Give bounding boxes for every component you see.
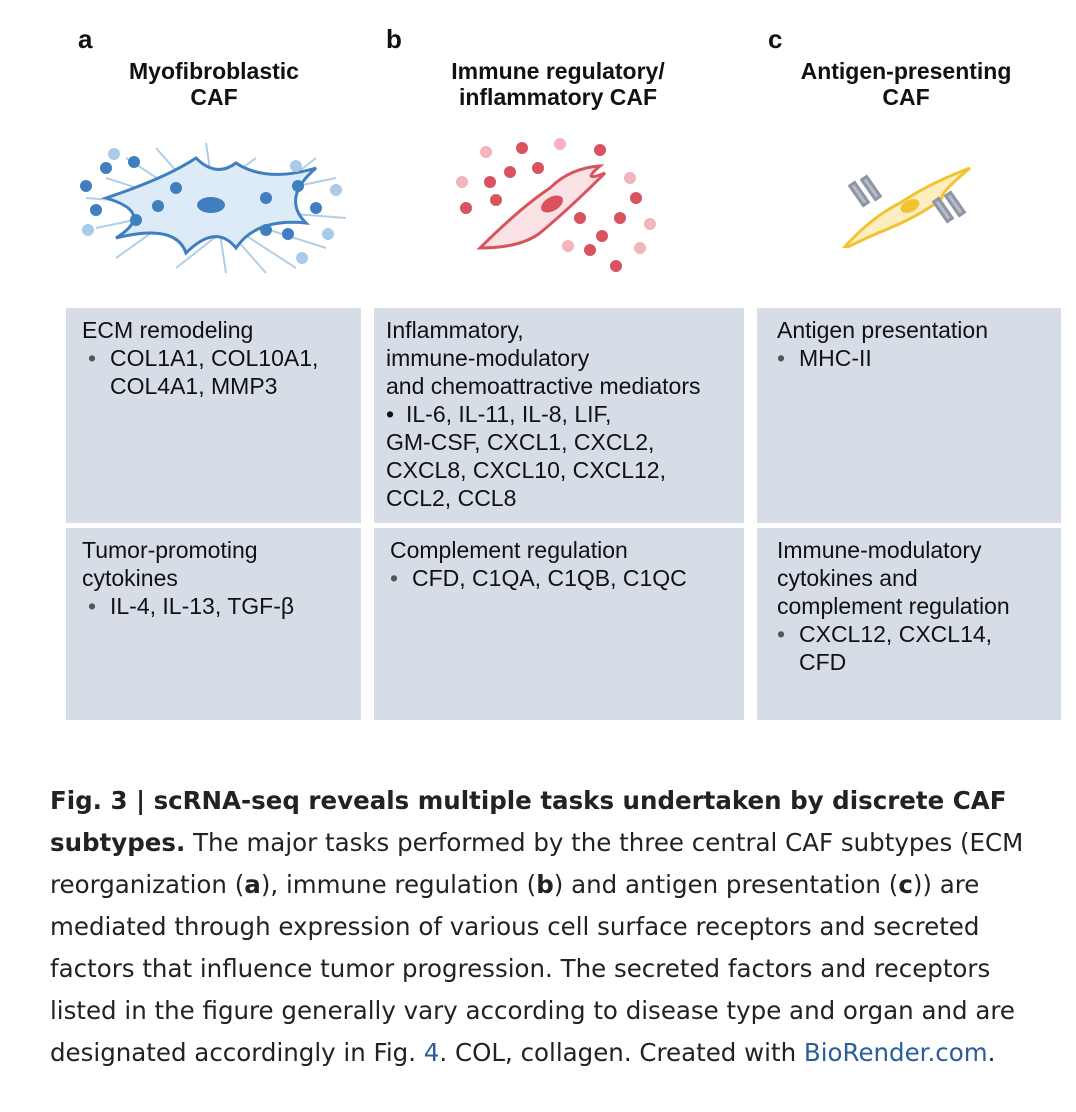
panel-letter-c: c <box>768 24 783 54</box>
inflammatory-cell-icon <box>456 138 656 272</box>
box-tumor-promoting: Tumor-promoting cytokines • IL-4, IL-13,… <box>66 528 361 720</box>
bullet: • <box>88 593 97 619</box>
bullet: • <box>777 345 786 371</box>
column-a-title: Myofibroblastic CAF <box>129 58 299 110</box>
bullet-text: IL-4, IL-13, TGF-β <box>110 593 295 619</box>
bullet-text: COL1A1, COL10A1, COL4A1, MMP3 <box>110 345 319 399</box>
bullet-text-continued: GM-CSF, CXCL1, CXCL2, CXCL8, CXCL10, CXC… <box>386 429 666 511</box>
caption-text: The major tasks performed by the three c… <box>50 828 1024 899</box>
bullet-text: IL-6, IL-11, IL-8, LIF, <box>406 401 612 427</box>
column-c-title: Antigen-presenting CAF <box>800 58 1012 110</box>
box-heading: Immune-modulatory cytokines and compleme… <box>777 537 1010 619</box>
box-heading: Inflammatory, immune-modulatory and chem… <box>386 317 701 399</box>
antigen-presenting-cell-icon <box>841 166 971 248</box>
bullet: • <box>386 401 395 427</box>
caption-ref-b: b <box>536 870 554 899</box>
caption-ref-a: a <box>244 870 261 899</box>
myofibroblast-cell-icon <box>80 142 347 274</box>
caption-text: )) are mediated through expression of va… <box>50 870 1015 1067</box>
caption-text: ), immune regulation ( <box>260 870 537 899</box>
figure-4-link[interactable]: 4 <box>423 1038 440 1067</box>
box-heading: ECM remodeling <box>82 317 254 343</box>
bullet: • <box>777 621 786 647</box>
box-heading: Tumor-promoting cytokines <box>82 537 258 591</box>
bullet: • <box>390 565 399 591</box>
bullet-text: CFD, C1QA, C1QB, C1QC <box>412 565 687 591</box>
column-b-title: Immune regulatory/ inflammatory CAF <box>451 58 665 110</box>
caption-text: ) and antigen presentation ( <box>553 870 899 899</box>
bullet-text: MHC-II <box>799 345 872 371</box>
caption-ref-c: c <box>898 870 913 899</box>
box-complement-regulation: Complement regulation • CFD, C1QA, C1QB,… <box>374 528 744 720</box>
box-immune-modulatory-cytokines: Immune-modulatory cytokines and compleme… <box>757 528 1061 720</box>
panel-letter-a: a <box>78 24 93 54</box>
box-heading: Antigen presentation <box>777 317 988 343</box>
bullet: • <box>88 345 97 371</box>
box-heading: Complement regulation <box>390 537 628 563</box>
biorender-link[interactable]: BioRender.com <box>803 1038 988 1067</box>
box-antigen-presentation: Antigen presentation • MHC-II <box>757 308 1061 523</box>
caption-text: . COL, collagen. Created with <box>439 1038 804 1067</box>
bullet-text: CXCL12, CXCL14, CFD <box>799 621 993 675</box>
box-inflammatory-mediators: Inflammatory, immune-modulatory and chem… <box>374 308 744 523</box>
caption-text: . <box>987 1038 996 1067</box>
caption-title: Fig. 3 | scRNA-seq reveals multiple task… <box>50 786 1007 857</box>
figure-caption: Fig. 3 | scRNA-seq reveals multiple task… <box>50 780 1050 1074</box>
panel-letter-b: b <box>386 24 402 54</box>
box-ecm-remodeling: ECM remodeling • COL1A1, COL10A1, COL4A1… <box>66 308 361 523</box>
